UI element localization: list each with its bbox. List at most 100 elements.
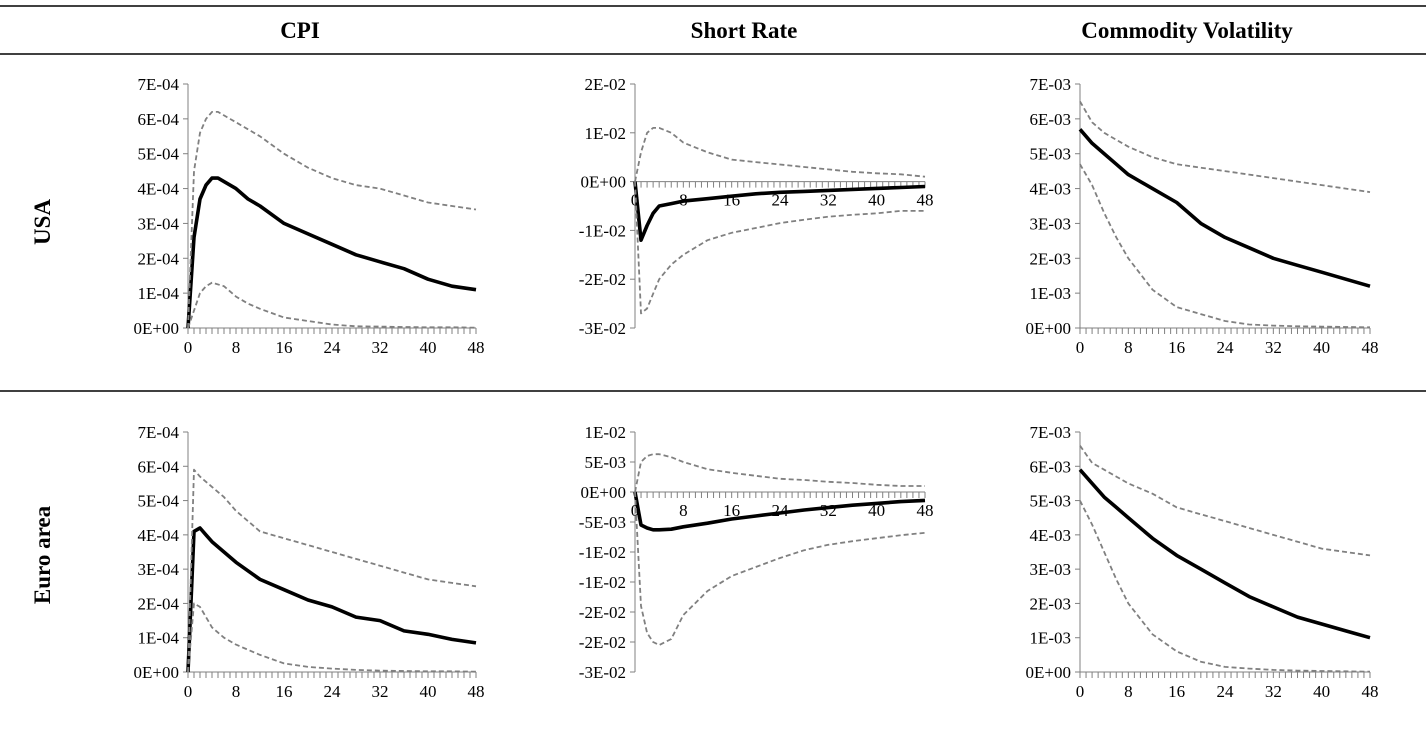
- irf-line: [186, 526, 477, 673]
- x-tick-label: 16: [276, 338, 293, 357]
- x-tick-label: 48: [917, 191, 934, 210]
- x-tick-label: 0: [631, 501, 640, 520]
- irf-line: [633, 491, 926, 532]
- y-tick-label: 5E-03: [1029, 492, 1071, 511]
- y-tick-label: -2E-02: [579, 603, 626, 622]
- x-tick-label: 24: [772, 191, 790, 210]
- x-tick-label: 8: [1124, 682, 1133, 701]
- x-tick-label: 0: [1076, 682, 1085, 701]
- chart-usa-commodity-volatility: 0E+00 1E-03 2E-03 3E-03 4E-03 5E-03 6E-03 7E-03…: [1026, 75, 1379, 357]
- confidence-band-lower: [634, 181, 925, 315]
- y-tick-label: 7E-03: [1029, 423, 1071, 442]
- chart-euro-area-commodity-volatility: 0E+00 1E-03 2E-03 3E-03 4E-03 5E-03 6E-03 7E-03…: [1026, 423, 1379, 701]
- x-tick-label: 48: [468, 682, 485, 701]
- x-tick-label: 32: [372, 682, 389, 701]
- y-tick-label: 1E-03: [1029, 629, 1071, 648]
- y-tick-label: 0E+00: [134, 319, 179, 338]
- x-tick-label: 24: [1217, 682, 1235, 701]
- chart-panels: 0E+00 1E-04 2E-04 3E-04 4E-04 5E-04 6E-04 7E-04…: [134, 75, 1379, 701]
- confidence-band-lower: [187, 281, 477, 329]
- row-label-usa: USA: [30, 199, 55, 245]
- y-tick-label: 4E-04: [137, 526, 179, 545]
- y-tick-label: 0E+00: [134, 663, 179, 682]
- y-tick-label: 0E+00: [581, 483, 626, 502]
- x-tick-label: 0: [1076, 338, 1085, 357]
- y-tick-label: 1E-03: [1029, 284, 1071, 303]
- confidence-band-upper: [1079, 445, 1371, 557]
- x-tick-label: 48: [1362, 682, 1379, 701]
- y-tick-label: -5E-03: [579, 513, 626, 532]
- confidence-band-lower: [187, 602, 477, 673]
- y-tick-label: 5E-03: [1029, 145, 1071, 164]
- y-tick-label: 6E-04: [137, 457, 179, 476]
- x-tick-label: 8: [679, 501, 688, 520]
- y-tick-label: 4E-04: [137, 180, 179, 199]
- x-tick-label: 48: [917, 501, 934, 520]
- x-tick-label: 16: [723, 191, 740, 210]
- x-tick-label: 24: [1217, 338, 1235, 357]
- confidence-band-upper: [1079, 100, 1371, 193]
- chart-euro-area-short-rate: -3E-02 -2E-02 -2E-02 -1E-02 -1E-02 -5E-03 0E+0…: [579, 423, 934, 682]
- y-tick-label: 3E-03: [1029, 214, 1071, 233]
- column-header-short-rate: Short Rate: [691, 18, 798, 43]
- chart-usa-cpi: 0E+00 1E-04 2E-04 3E-04 4E-04 5E-04 6E-04 7E-04…: [134, 75, 485, 357]
- y-tick-label: 2E-03: [1029, 249, 1071, 268]
- column-header-commodity-volatility: Commodity Volatility: [1081, 18, 1293, 43]
- y-tick-label: 2E-02: [584, 75, 626, 94]
- x-tick-label: 40: [420, 682, 437, 701]
- x-tick-label: 24: [324, 682, 342, 701]
- irf-line: [633, 181, 926, 242]
- confidence-band-lower: [1079, 163, 1371, 329]
- y-tick-label: 5E-03: [584, 453, 626, 472]
- x-tick-label: 24: [324, 338, 342, 357]
- x-tick-label: 8: [1124, 338, 1133, 357]
- y-tick-label: 2E-03: [1029, 594, 1071, 613]
- x-tick-label: 40: [1313, 682, 1330, 701]
- x-tick-label: 16: [1168, 682, 1185, 701]
- x-tick-label: 16: [1168, 338, 1185, 357]
- y-tick-label: 4E-03: [1029, 526, 1071, 545]
- x-tick-label: 16: [723, 501, 740, 520]
- confidence-band-upper: [634, 453, 925, 493]
- confidence-band-lower: [1079, 500, 1371, 673]
- y-tick-label: 0E+00: [1026, 319, 1071, 338]
- y-tick-label: 7E-04: [137, 75, 179, 94]
- column-header-cpi: CPI: [280, 18, 320, 43]
- x-tick-label: 0: [184, 682, 193, 701]
- y-tick-label: 1E-02: [584, 124, 626, 143]
- x-tick-label: 48: [1362, 338, 1379, 357]
- y-tick-label: 7E-03: [1029, 75, 1071, 94]
- y-tick-label: 0E+00: [581, 173, 626, 192]
- confidence-band-upper: [187, 468, 477, 673]
- y-tick-label: 6E-04: [137, 110, 179, 129]
- x-tick-label: 40: [1313, 338, 1330, 357]
- y-tick-label: 0E+00: [1026, 663, 1071, 682]
- x-tick-label: 0: [184, 338, 193, 357]
- y-tick-label: 5E-04: [137, 492, 179, 511]
- x-tick-label: 40: [420, 338, 437, 357]
- confidence-band-lower: [634, 491, 926, 646]
- y-tick-label: 5E-04: [137, 145, 179, 164]
- y-tick-label: 4E-03: [1029, 180, 1071, 199]
- x-tick-label: 8: [232, 682, 241, 701]
- irf-line: [1078, 468, 1371, 640]
- y-tick-label: -1E-02: [579, 221, 626, 240]
- y-tick-label: -1E-02: [579, 543, 626, 562]
- x-tick-label: 32: [1265, 338, 1282, 357]
- x-tick-label: 32: [820, 501, 837, 520]
- y-tick-label: 3E-03: [1029, 560, 1071, 579]
- x-tick-label: 48: [468, 338, 485, 357]
- x-tick-label: 32: [820, 191, 837, 210]
- row-label-euro-area: Euro area: [30, 505, 55, 604]
- chart-euro-area-cpi: 0E+00 1E-04 2E-04 3E-04 4E-04 5E-04 6E-04 7E-04…: [134, 423, 485, 701]
- y-tick-label: -2E-02: [579, 633, 626, 652]
- y-tick-label: 3E-04: [137, 214, 179, 233]
- y-tick-label: 1E-04: [137, 629, 179, 648]
- x-tick-label: 40: [868, 191, 885, 210]
- x-tick-label: 32: [1265, 682, 1282, 701]
- y-tick-label: -3E-02: [579, 319, 626, 338]
- y-tick-label: -2E-02: [579, 270, 626, 289]
- y-tick-label: 2E-04: [137, 249, 179, 268]
